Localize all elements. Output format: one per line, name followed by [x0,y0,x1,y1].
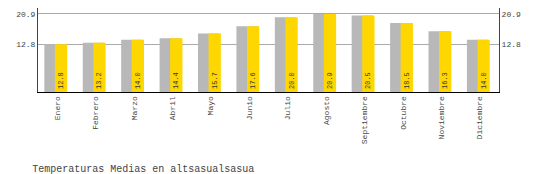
svg-text:18.5: 18.5 [403,72,411,89]
svg-text:13.2: 13.2 [95,72,103,89]
svg-text:20.9: 20.9 [326,72,334,89]
svg-text:12.8: 12.8 [502,40,521,49]
svg-text:12.8: 12.8 [16,40,35,49]
svg-text:14.4: 14.4 [172,72,180,89]
svg-text:14.0: 14.0 [134,72,142,89]
svg-text:Temperaturas Medias en altsasu: Temperaturas Medias en altsasualsasua [32,164,254,174]
svg-text:Diciembre: Diciembre [475,96,484,139]
svg-text:20.0: 20.0 [288,72,296,89]
svg-text:16.3: 16.3 [441,72,449,89]
svg-text:15.7: 15.7 [211,72,219,89]
svg-text:Octubre: Octubre [399,96,408,130]
svg-text:Marzo: Marzo [130,96,139,120]
svg-text:Mayo: Mayo [206,96,215,115]
svg-text:12.8: 12.8 [57,72,65,89]
svg-text:Agosto: Agosto [322,96,331,125]
svg-text:20.9: 20.9 [16,10,35,19]
svg-text:Noviembre: Noviembre [437,96,446,139]
svg-text:Febrero: Febrero [91,96,100,130]
svg-text:20.9: 20.9 [502,10,521,19]
svg-text:Enero: Enero [53,96,62,120]
svg-text:Septiembre: Septiembre [360,96,369,144]
svg-text:14.0: 14.0 [480,72,488,89]
svg-text:20.5: 20.5 [364,72,372,89]
svg-text:Junio: Junio [245,96,254,120]
svg-text:Julio: Julio [283,96,292,120]
svg-text:Abril: Abril [168,96,177,120]
svg-text:17.6: 17.6 [249,72,257,89]
